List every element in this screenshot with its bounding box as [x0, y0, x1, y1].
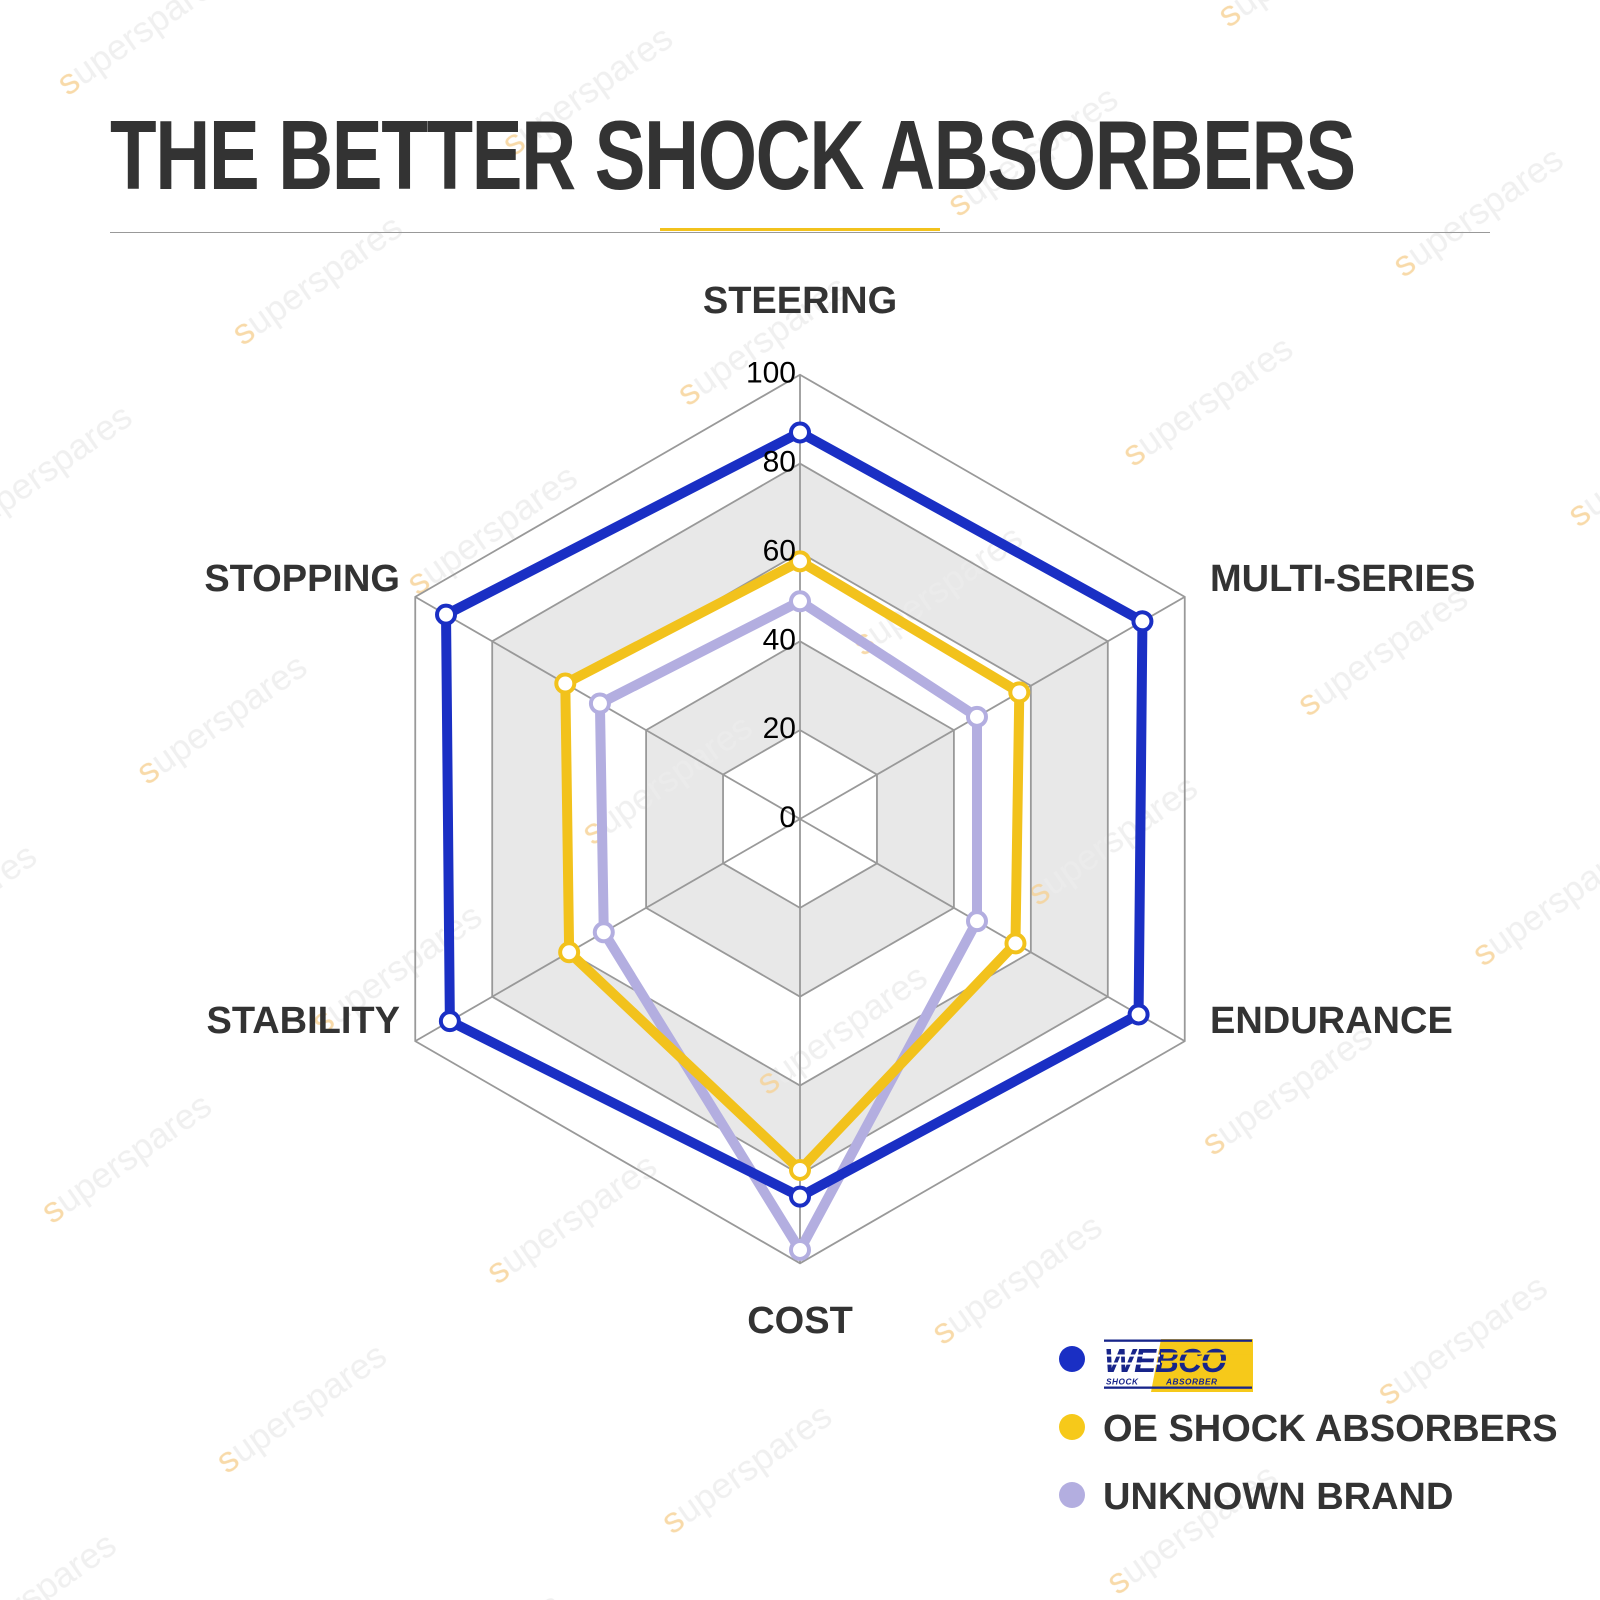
svg-text:80: 80 [763, 446, 796, 479]
svg-text:0: 0 [779, 801, 796, 834]
svg-text:20: 20 [763, 712, 796, 745]
svg-text:60: 60 [763, 534, 796, 567]
svg-text:SHOCK: SHOCK [1106, 1377, 1139, 1387]
svg-text:40: 40 [763, 623, 796, 656]
svg-text:WEBCO: WEBCO [1104, 1342, 1227, 1379]
svg-text:100: 100 [746, 357, 796, 390]
svg-text:ABSORBER: ABSORBER [1165, 1377, 1217, 1387]
